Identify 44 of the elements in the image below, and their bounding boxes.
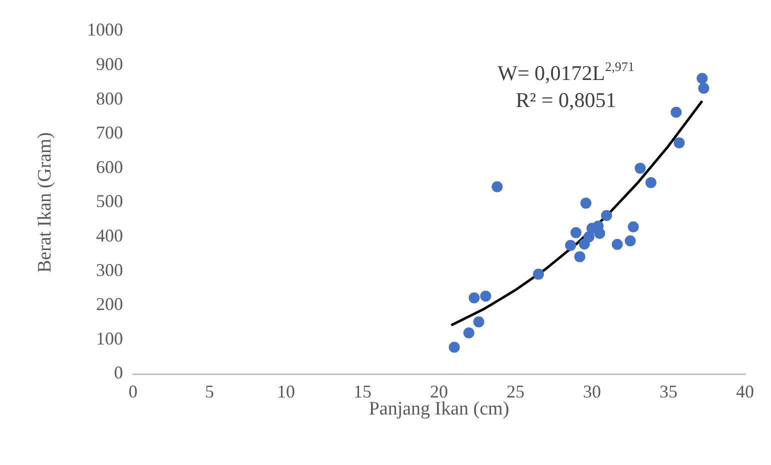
y-tick-label: 600	[96, 156, 123, 177]
point	[463, 327, 474, 338]
point	[492, 181, 503, 192]
point	[574, 251, 586, 262]
point	[674, 137, 685, 148]
y-tick-label: 400	[96, 226, 123, 246]
point	[634, 162, 646, 174]
point	[645, 177, 656, 188]
point	[468, 292, 480, 304]
point	[624, 235, 636, 246]
x-tick-label: 10	[277, 382, 295, 402]
point	[698, 82, 710, 94]
x-tick-label: 15	[354, 382, 372, 402]
point	[448, 342, 460, 353]
y-tick-label: 1000	[87, 20, 123, 40]
x-tick-label: 30	[583, 382, 601, 402]
y-tick-label: 200	[96, 294, 123, 314]
x-tick-label: 40	[736, 382, 754, 402]
point	[696, 72, 708, 84]
y-tick-label: 700	[96, 122, 123, 143]
y-tick-label: 300	[96, 260, 123, 280]
point	[583, 231, 594, 242]
point	[628, 221, 639, 232]
x-tick-label: 5	[205, 382, 214, 402]
x-tick-label: 35	[660, 382, 678, 402]
point	[601, 210, 612, 222]
point	[570, 227, 582, 238]
point	[612, 238, 623, 250]
y-tick-label: 900	[96, 54, 123, 74]
point	[532, 268, 544, 280]
point	[480, 290, 492, 302]
point	[565, 240, 576, 251]
y-tick-label: 100	[96, 328, 123, 348]
annotation: R² = 0,8051	[516, 88, 616, 112]
x-tick-label: 25	[506, 382, 524, 402]
point	[580, 198, 592, 209]
y-tick-label: 500	[96, 191, 123, 212]
y-tick-label: 800	[96, 88, 123, 108]
point	[473, 316, 484, 328]
x-tick-label: 0	[128, 382, 138, 402]
y-axis-title: Berat Ikan (Gram)	[34, 132, 56, 273]
point	[594, 228, 606, 239]
y-tick-label: 0	[114, 362, 123, 383]
point	[670, 106, 682, 118]
